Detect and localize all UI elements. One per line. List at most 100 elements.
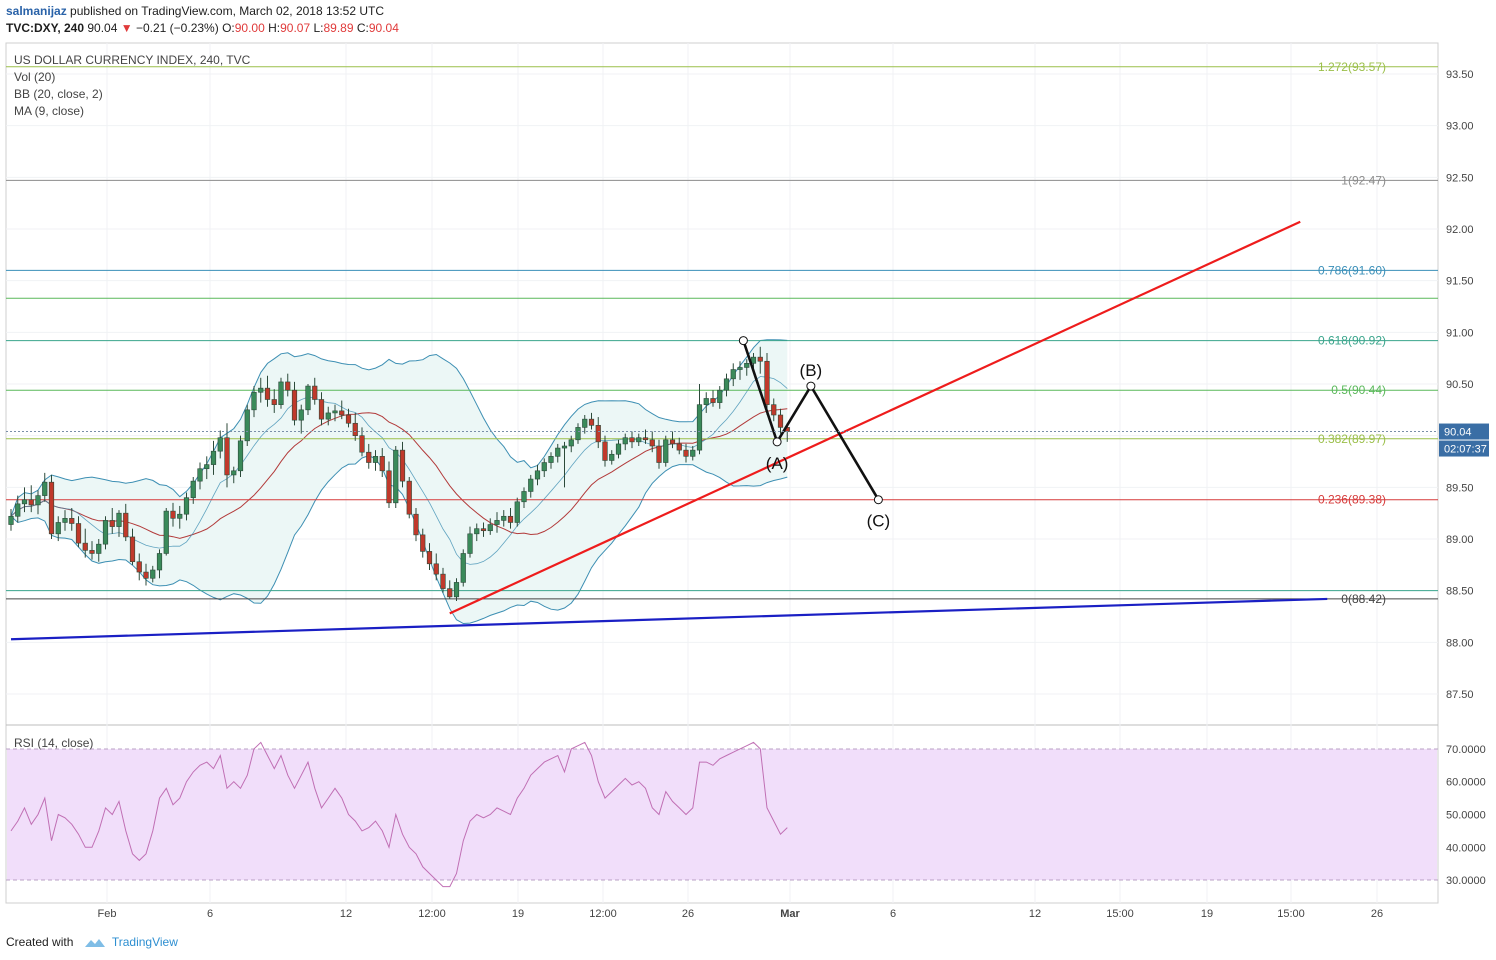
candle-body [291, 389, 298, 421]
candle-body [312, 385, 318, 400]
fib-level-label: 0.5(90.44) [1331, 383, 1386, 397]
y-tick-label: 92.50 [1446, 172, 1474, 184]
candle-body [447, 588, 453, 598]
candle-body [548, 456, 554, 463]
candle-body [696, 404, 703, 451]
candle-body [42, 481, 48, 496]
rsi-title: RSI (14, close) [14, 736, 93, 750]
candle-body [278, 381, 284, 405]
candle-body [541, 462, 547, 472]
candle-body [264, 387, 271, 400]
candles [8, 346, 790, 601]
countdown-label: 02:07:37 [1444, 444, 1487, 456]
candle-body [507, 515, 514, 523]
candle-body [602, 441, 608, 461]
candle-body [82, 542, 88, 551]
high-value: 90.07 [280, 21, 311, 35]
candle-body [271, 399, 277, 405]
trendlines[interactable] [10, 220, 1328, 641]
candle-body [89, 550, 95, 554]
bb-fill [11, 339, 788, 624]
candle-body [366, 451, 372, 463]
author-link[interactable]: salmanijaz [6, 4, 67, 18]
fib-level-label: 1(92.47) [1341, 173, 1386, 187]
candle-body [231, 470, 237, 476]
wave-point-handle[interactable] [772, 437, 782, 447]
tradingview-link[interactable]: TradingView [111, 935, 178, 949]
candle-body [386, 470, 392, 504]
candle-body [575, 427, 581, 441]
fib-level-label: 0.618(90.92) [1318, 334, 1386, 348]
low-label: L: [313, 21, 324, 35]
wave-projection[interactable]: (A) (B) (C) [738, 336, 890, 531]
candle-body [609, 453, 615, 461]
rsi-line [10, 741, 788, 888]
candle-body [717, 389, 723, 403]
fib-level-label: 0.236(89.38) [1318, 493, 1386, 507]
tradingview-logo-icon[interactable] [77, 935, 109, 949]
fib-level-label: 1.272(93.57) [1318, 60, 1386, 74]
candle-body [561, 445, 568, 449]
candle-body [744, 363, 750, 368]
candle-body [123, 512, 129, 538]
candle-body [258, 387, 264, 393]
bb-lower-line [10, 455, 788, 625]
wave-path[interactable] [742, 340, 880, 501]
wave-point-handle[interactable] [738, 336, 748, 346]
open-label: O: [222, 21, 235, 35]
x-tick-label: 15:00 [1277, 908, 1305, 920]
candle-body [217, 437, 223, 452]
candle-body [460, 553, 466, 583]
candle-body [156, 553, 163, 571]
candle-body [521, 491, 527, 503]
candle-body [224, 437, 230, 476]
trendline[interactable] [449, 220, 1301, 615]
candle-body [318, 399, 325, 420]
chart-title: US DOLLAR CURRENCY INDEX, 240, TVC [14, 53, 251, 67]
y-tick-label: 89.50 [1446, 482, 1474, 494]
candle-body [480, 528, 487, 532]
candle-body [177, 513, 183, 519]
candle-body [399, 449, 406, 482]
low-value: 89.89 [323, 21, 354, 35]
candle-body [332, 410, 338, 414]
candle-body [582, 418, 588, 428]
x-tick-label: 26 [682, 908, 694, 920]
candle-body [339, 410, 345, 416]
y-tick-label: 88.50 [1446, 586, 1474, 598]
candle-body [96, 543, 102, 554]
footer: Created with TradingView [6, 934, 178, 950]
y-tick-label: 90.50 [1446, 379, 1474, 391]
candle-body [305, 385, 311, 411]
y-tick-label: 93.00 [1446, 121, 1474, 133]
wave-point-handle[interactable] [873, 495, 883, 505]
candle-body [325, 412, 331, 420]
wave-point-handle[interactable] [806, 381, 816, 391]
candle-body [642, 437, 649, 441]
candle-body [298, 409, 304, 421]
candle-body [406, 480, 412, 515]
candle-body [764, 360, 770, 405]
last-price-tag [1439, 423, 1489, 440]
candle-body [352, 422, 358, 436]
candle-body [75, 523, 82, 544]
publish-line: salmanijaz published on TradingView.com,… [6, 3, 399, 20]
price-change: −0.21 (−0.23%) [135, 21, 219, 35]
countdown-tag [1439, 440, 1489, 457]
wave-label: (B) [800, 361, 823, 380]
candle-body [690, 449, 696, 457]
candle-body [190, 480, 196, 498]
trendline[interactable] [10, 597, 1328, 641]
y-tick-label: 89.00 [1446, 534, 1474, 546]
fibonacci-levels: 1.272(93.57) 1(92.47) 0.786(91.60) 0.618(90… [6, 60, 1438, 606]
close-value: 90.04 [368, 21, 399, 35]
candle-body [359, 435, 365, 453]
rsi-pane [6, 741, 1438, 888]
chart-frame [5, 42, 1439, 904]
rsi-tick-label: 60.0000 [1446, 777, 1486, 789]
x-tick-label: 12 [340, 908, 352, 920]
x-tick-label: 12 [1029, 908, 1041, 920]
legend-item: Vol (20) [14, 70, 55, 84]
candle-body [379, 456, 385, 472]
